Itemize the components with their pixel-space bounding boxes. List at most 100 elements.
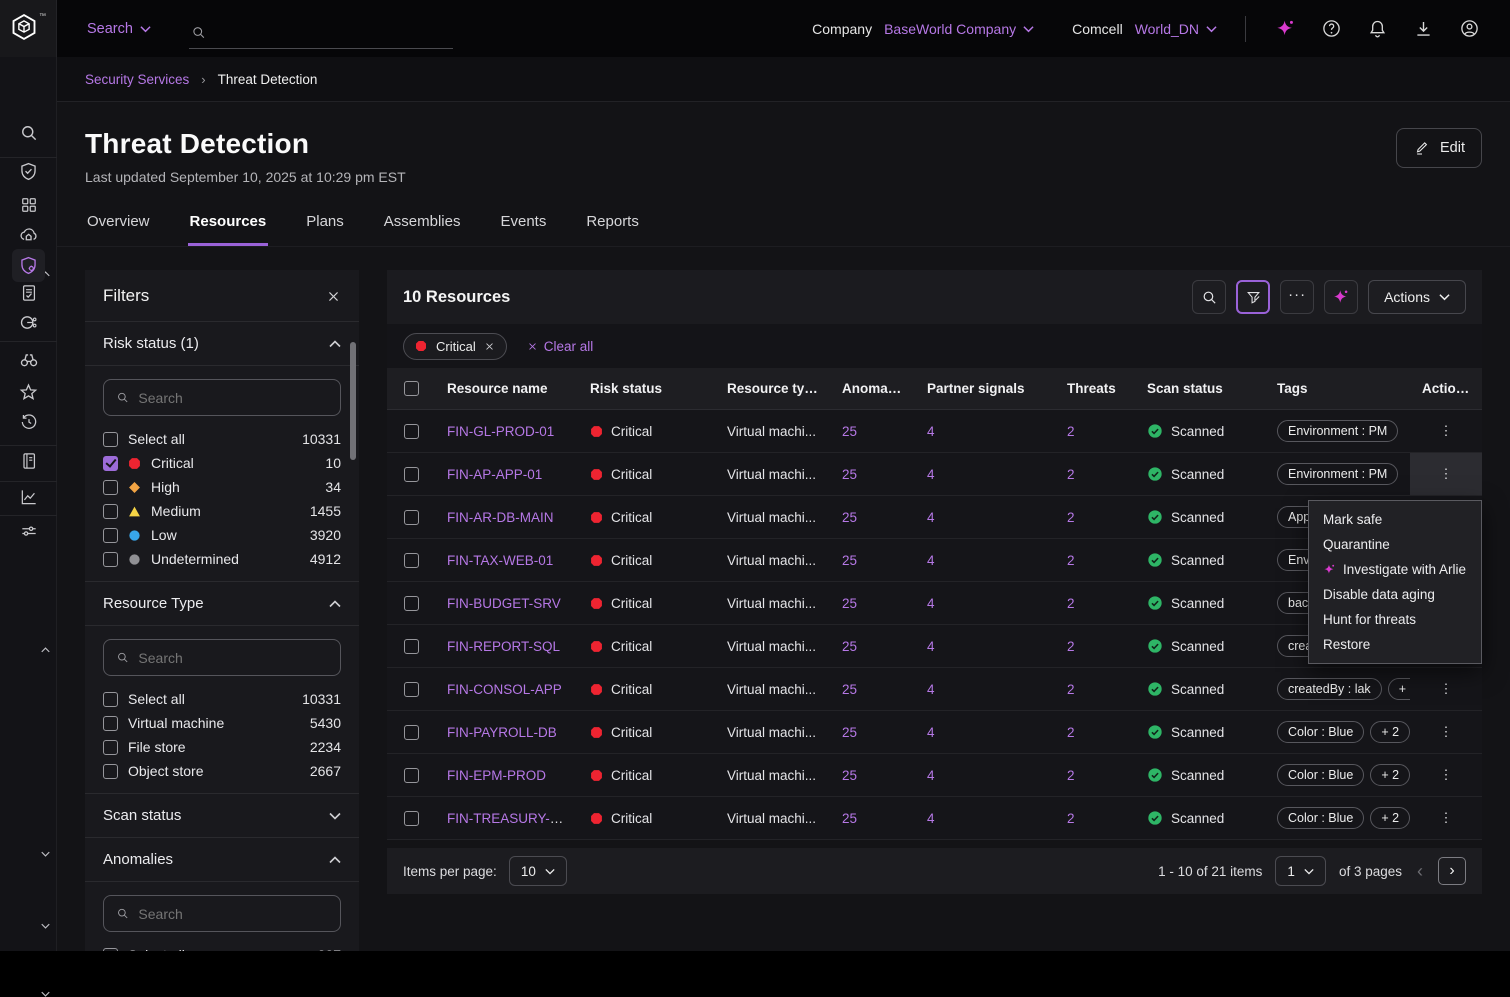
risk-status-search-field[interactable] [103,379,341,416]
col-anomalies[interactable]: Anomalies [830,381,915,396]
col-risk-status[interactable]: Risk status [578,381,715,396]
sidebar-item-favorites[interactable] [0,382,57,403]
menu-item-mark-safe[interactable]: Mark safe [1309,507,1481,532]
tab-assemblies[interactable]: Assemblies [382,203,463,246]
row-checkbox[interactable] [404,768,419,783]
resource-name-link[interactable]: FIN-CONSOL-APP [447,682,562,697]
close-filters-button[interactable] [326,289,341,304]
resource-name-link[interactable]: FIN-REPORT-SQL [447,639,560,654]
threats-link[interactable]: 2 [1067,725,1075,740]
row-actions-menu-button[interactable]: ⋮ [1410,410,1482,452]
col-partner-signals[interactable]: Partner signals [915,381,1055,396]
clear-all-filters-button[interactable]: Clear all [527,339,594,354]
risk-status-search-input[interactable] [138,390,328,406]
threats-link[interactable]: 2 [1067,596,1075,611]
col-threats[interactable]: Threats [1055,381,1135,396]
tab-reports[interactable]: Reports [584,203,641,246]
partner-signals-link[interactable]: 4 [927,768,935,783]
tag-more-chip[interactable]: + 2 [1370,764,1410,786]
checkbox[interactable] [103,692,118,707]
checkbox[interactable] [103,740,118,755]
menu-item-hunt-for-threats[interactable]: Hunt for threats [1309,607,1481,632]
remove-chip-button[interactable] [484,341,495,352]
ai-assistant-button[interactable] [1324,280,1358,314]
anomalies-search-field[interactable] [103,895,341,932]
anomalies-link[interactable]: 25 [842,768,857,783]
tab-overview[interactable]: Overview [85,203,152,246]
sidebar-item-policies[interactable] [0,283,57,303]
filter-option-virtual-machine[interactable]: Virtual machine5430 [85,711,359,735]
anomalies-link[interactable]: 25 [842,424,857,439]
downloads-button[interactable] [1406,12,1440,46]
menu-item-investigate-with-arlie[interactable]: Investigate with Arlie [1309,557,1481,582]
tab-plans[interactable]: Plans [304,203,346,246]
breadcrumb-parent-link[interactable]: Security Services [85,72,189,87]
resource-name-link[interactable]: FIN-AP-APP-01 [447,467,542,482]
row-checkbox[interactable] [404,553,419,568]
tag-more-chip[interactable]: + 2 [1370,807,1410,829]
partner-signals-link[interactable]: 4 [927,596,935,611]
risk-status-section-header[interactable]: Risk status (1) [85,322,359,366]
tab-events[interactable]: Events [498,203,548,246]
previous-page-button[interactable]: ‹ [1415,861,1425,882]
row-checkbox[interactable] [404,811,419,826]
threats-link[interactable]: 2 [1067,510,1075,525]
anomalies-link[interactable]: 25 [842,553,857,568]
sidebar-item-dashboard[interactable] [0,195,57,215]
partner-signals-link[interactable]: 4 [927,725,935,740]
threats-link[interactable]: 2 [1067,639,1075,654]
filter-option-medium[interactable]: Medium1455 [85,499,359,523]
anomalies-search-input[interactable] [138,906,328,922]
anomalies-link[interactable]: 25 [842,596,857,611]
col-resource-type[interactable]: Resource type [715,381,830,396]
next-page-button[interactable]: › [1438,857,1466,885]
row-checkbox[interactable] [404,682,419,697]
col-resource-name[interactable]: Resource name [435,381,578,396]
sidebar-item-security[interactable] [0,161,57,182]
checkbox[interactable] [103,948,118,952]
company-dropdown[interactable]: BaseWorld Company [884,21,1034,37]
select-all-checkbox[interactable] [404,381,419,396]
page-number-select[interactable]: 1 [1275,856,1326,886]
partner-signals-link[interactable]: 4 [927,424,935,439]
tag-more-chip[interactable]: + 2 [1370,721,1410,743]
anomalies-link[interactable]: 25 [842,510,857,525]
menu-item-disable-data-aging[interactable]: Disable data aging [1309,582,1481,607]
app-logo[interactable]: ™ [0,0,57,57]
actions-dropdown-button[interactable]: Actions [1368,280,1466,314]
filter-option-object-store[interactable]: Object store2667 [85,759,359,783]
sidebar-item-search[interactable] [0,123,57,143]
row-checkbox[interactable] [404,725,419,740]
row-checkbox[interactable] [404,424,419,439]
anomalies-section-header[interactable]: Anomalies [85,838,359,882]
resource-name-link[interactable]: FIN-TREASURY-APP [447,811,577,826]
checkbox[interactable] [103,528,118,543]
checkbox-checked[interactable] [103,456,118,471]
account-button[interactable] [1452,12,1486,46]
resource-name-link[interactable]: FIN-TAX-WEB-01 [447,553,553,568]
notifications-button[interactable] [1360,12,1394,46]
col-tags[interactable]: Tags [1265,381,1410,396]
filter-option-undetermined[interactable]: Undetermined4912 [85,547,359,571]
filter-option-select-all[interactable]: Select all10331 [85,687,359,711]
edit-button[interactable]: Edit [1396,128,1482,168]
filter-option-select-all[interactable]: Select all10331 [85,427,359,451]
filter-option-low[interactable]: Low3920 [85,523,359,547]
row-checkbox[interactable] [404,596,419,611]
threats-link[interactable]: 2 [1067,811,1075,826]
row-actions-menu-button[interactable]: ⋮ [1410,668,1482,710]
resource-name-link[interactable]: FIN-PAYROLL-DB [447,725,557,740]
ai-sparkle-button[interactable] [1268,12,1302,46]
partner-signals-link[interactable]: 4 [927,467,935,482]
sidebar-item-reports[interactable] [0,451,57,471]
sidebar-item-analytics[interactable] [0,487,57,507]
help-button[interactable] [1314,12,1348,46]
comcell-dropdown[interactable]: World_DN [1135,21,1217,37]
resource-type-search-input[interactable] [138,650,328,666]
tag-more-chip[interactable]: + 2 [1388,678,1410,700]
anomalies-link[interactable]: 25 [842,682,857,697]
checkbox[interactable] [103,764,118,779]
partner-signals-link[interactable]: 4 [927,553,935,568]
global-search-field[interactable] [189,22,453,49]
threats-link[interactable]: 2 [1067,553,1075,568]
